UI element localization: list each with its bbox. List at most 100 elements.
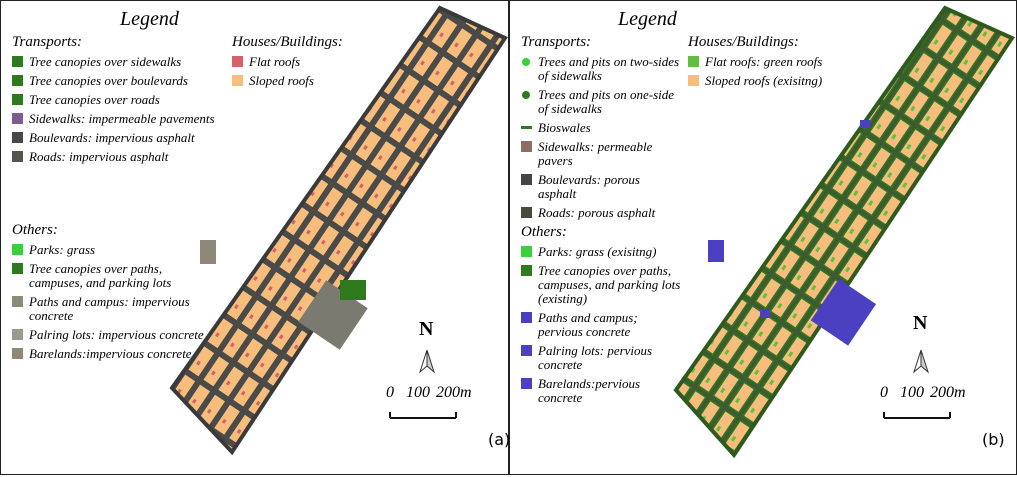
legend-label: Sloped roofs — [249, 73, 314, 88]
legend-label: Barelands:pervious concrete — [538, 376, 641, 405]
legend-item: Boulevards: porous asphalt — [521, 173, 681, 201]
legend-swatch — [521, 345, 532, 356]
legend-group: Transports: Tree canopies over sidewalks T… — [12, 34, 262, 169]
legend-heading: Houses/Buildings: — [232, 34, 343, 50]
legend-swatch — [12, 75, 23, 86]
legend-label: Palring lots: pervious concrete — [538, 343, 653, 372]
legend-item: Sidewalks: impermeable pavements — [12, 112, 262, 126]
legend-group: Houses/Buildings: Flat roofs Sloped roofs — [232, 34, 372, 93]
scale-label: 100 — [406, 384, 430, 401]
legend-group: Houses/Buildings: Flat roofs: green roofs… — [688, 34, 848, 93]
legend-swatch — [521, 246, 532, 257]
legend-swatch — [12, 329, 23, 340]
legend-label: Flat roofs — [249, 54, 301, 69]
legend-heading: Transports: — [521, 34, 592, 50]
map-a — [169, 5, 508, 456]
scale-label: 0 — [386, 384, 394, 401]
legend-swatch — [521, 312, 532, 323]
legend-item: Sloped roofs — [232, 74, 372, 88]
legend-swatch — [12, 94, 23, 105]
legend-swatch — [12, 296, 23, 307]
legend-item: Barelands:impervious concrete — [12, 347, 212, 361]
legend-item: Sloped roofs (exisitng) — [688, 74, 848, 88]
legend-item: Trees and pits on one-side of sidewalks — [521, 88, 681, 116]
legend-item: Palring lots: pervious concrete — [521, 344, 681, 372]
legend-swatch — [521, 207, 532, 218]
legend-item: Flat roofs — [232, 55, 372, 69]
legend-swatch — [232, 56, 243, 67]
scale-label: 200m — [436, 384, 472, 401]
legend-label: Bioswales — [538, 120, 591, 135]
legend-swatch — [12, 348, 23, 359]
legend-item: Roads: porous asphalt — [521, 206, 681, 220]
panel-frame — [0, 0, 510, 475]
legend-swatch — [12, 151, 23, 162]
legend-heading: Houses/Buildings: — [688, 34, 799, 50]
legend-label: Tree canopies over roads — [29, 92, 160, 107]
legend-label: Parks: grass — [29, 242, 96, 257]
legend-swatch — [522, 58, 530, 66]
legend-label: Roads: porous asphalt — [538, 205, 656, 220]
legend-label: Barelands:impervious concrete — [29, 346, 192, 361]
legend-item: Flat roofs: green roofs — [688, 55, 848, 69]
legend-swatch — [12, 56, 23, 67]
scale-label: 100 — [900, 384, 924, 401]
legend-swatch — [521, 126, 532, 129]
legend-item: Tree canopies over roads — [12, 93, 262, 107]
legend-group: Transports: Trees and pits on two-sides o… — [521, 34, 681, 225]
legend-swatch — [12, 113, 23, 124]
legend-title: Legend — [120, 8, 179, 30]
legend-label: Tree canopies over paths, campuses, and … — [538, 263, 681, 306]
legend-label: Sloped roofs (exisitng) — [705, 73, 823, 88]
legend-label: Boulevards: porous asphalt — [538, 172, 640, 201]
legend-label: Paths and campus; pervious concrete — [538, 310, 638, 339]
legend-swatch — [12, 244, 23, 255]
legend-swatch — [522, 91, 530, 99]
legend-item: Paths and campus: impervious concrete — [12, 295, 212, 323]
legend-group: Others: Parks: grass (exisitng) Tree canop… — [521, 224, 681, 410]
legend-item: Sidewalks: permeable pavers — [521, 140, 681, 168]
legend-swatch — [521, 378, 532, 389]
scale-label: 200m — [930, 384, 966, 401]
legend-label: Sidewalks: permeable pavers — [538, 139, 653, 168]
legend-item: Tree canopies over paths, campuses, and … — [521, 264, 681, 306]
legend-item: Tree canopies over sidewalks — [12, 55, 262, 69]
legend-item: Barelands:pervious concrete — [521, 377, 681, 405]
legend-swatch — [688, 56, 699, 67]
legend-item: Bioswales — [521, 121, 681, 135]
legend-label: Roads: impervious asphalt — [29, 149, 169, 164]
legend-swatch — [521, 141, 532, 152]
legend-label: Parks: grass (exisitng) — [538, 244, 657, 259]
legend-title: Legend — [618, 8, 677, 30]
legend-item: Roads: impervious asphalt — [12, 150, 262, 164]
legend-heading: Others: — [12, 222, 58, 238]
legend-swatch — [232, 75, 243, 86]
legend-heading: Transports: — [12, 34, 83, 50]
legend-item: Tree canopies over paths, campuses, and … — [12, 262, 212, 290]
legend-label: Trees and pits on one-side of sidewalks — [538, 87, 675, 116]
panel-label: (a) — [488, 430, 511, 449]
legend-swatch — [521, 265, 532, 276]
legend-heading: Others: — [521, 224, 567, 240]
scale-bar — [389, 412, 951, 419]
legend-item: Palring lots: impervious concrete — [12, 328, 212, 342]
legend-swatch — [688, 75, 699, 86]
legend-swatch — [12, 263, 23, 274]
north-arrow — [418, 349, 930, 374]
legend-label: Paths and campus: impervious concrete — [29, 294, 190, 323]
legend-item: Trees and pits on two-sides of sidewalks — [521, 55, 681, 83]
scale-label: 0 — [880, 384, 888, 401]
legend-label: Tree canopies over boulevards — [29, 73, 188, 88]
legend-swatch — [12, 132, 23, 143]
legend-label: Sidewalks: impermeable pavements — [29, 111, 215, 126]
legend-item: Parks: grass (exisitng) — [521, 245, 681, 259]
legend-label: Boulevards: impervious asphalt — [29, 130, 195, 145]
legend-label: Palring lots: impervious concrete — [29, 327, 204, 342]
legend-item: Tree canopies over boulevards — [12, 74, 262, 88]
north-label: N — [913, 312, 928, 334]
legend-item: Boulevards: impervious asphalt — [12, 131, 262, 145]
map-b — [673, 5, 1015, 459]
legend-label: Tree canopies over sidewalks — [29, 54, 182, 69]
